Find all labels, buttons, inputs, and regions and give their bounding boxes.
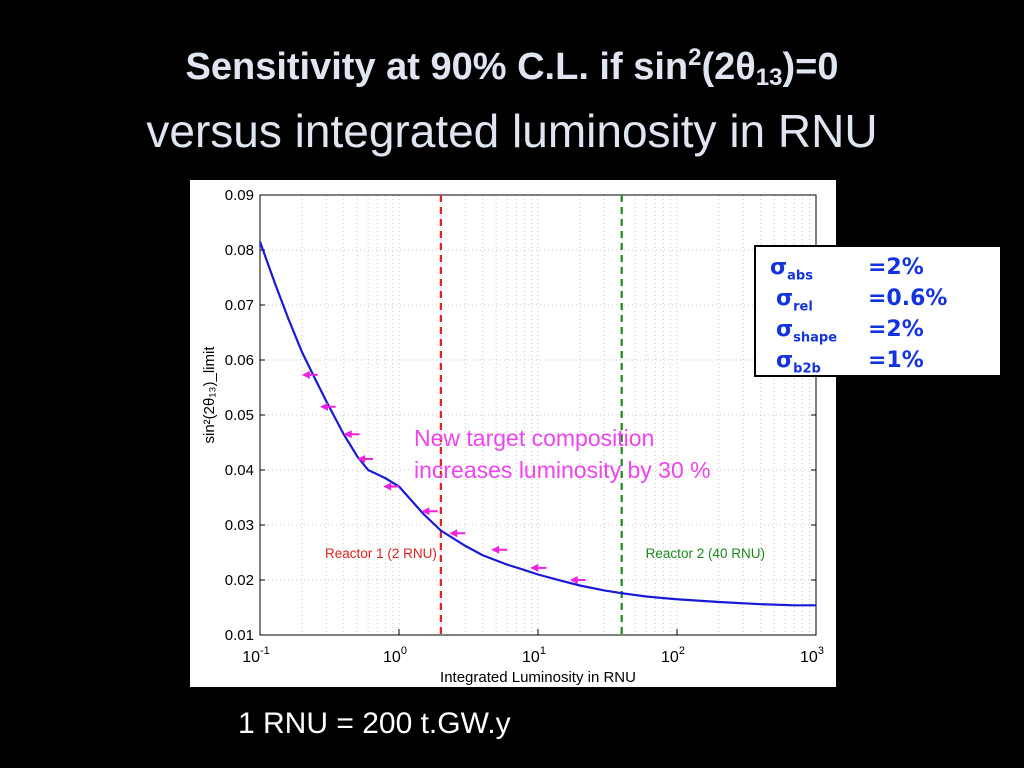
sensitivity-curve <box>258 241 816 607</box>
y-tick-label: 0.06 <box>225 352 254 369</box>
legend-value-shape: =2% <box>868 317 924 342</box>
sensitivity-chart: 0.01 0.02 0.03 0.04 0.05 0.06 0.07 0.08 0.09 10-1… <box>201 187 824 686</box>
shift-arrow-head <box>383 482 392 491</box>
shift-arrow-head <box>319 402 328 411</box>
shift-arrow-head <box>491 545 500 554</box>
chart-panel: 0.01 0.02 0.03 0.04 0.05 0.06 0.07 0.08 0.09 10-1… <box>190 180 836 687</box>
rnu-definition: 1 RNU = 200 t.GW.y <box>238 707 511 740</box>
legend-value-abs: =2% <box>868 255 924 280</box>
shift-arrow-head <box>421 507 430 516</box>
y-tick-label: 0.08 <box>225 242 254 259</box>
x-tick-label: 10-1 <box>242 645 270 666</box>
systematics-legend: σabs =2% σrel =0.6% σshape =2% σb2b =1% <box>754 245 1002 377</box>
y-tick-label: 0.05 <box>225 407 254 424</box>
x-tick-label: 101 <box>522 645 546 666</box>
shift-arrow-head <box>449 529 458 538</box>
shift-arrow-head <box>569 576 578 584</box>
slide-title: Sensitivity at 90% C.L. if sin2(2θ13)=0 <box>185 44 839 91</box>
x-tick-label: 100 <box>383 645 407 666</box>
x-tick-label: 103 <box>800 645 824 666</box>
legend-row-abs: σabs <box>770 255 813 284</box>
luminosity-annotation: increases luminosity by 30 % <box>414 457 711 483</box>
legend-value-b2b: =1% <box>868 348 924 373</box>
shift-arrow-head <box>301 370 310 379</box>
legend-value-rel: =0.6% <box>868 286 948 311</box>
shift-arrow-head <box>343 430 352 439</box>
legend-row-b2b: σb2b <box>776 348 821 377</box>
reactor1-label: Reactor 1 (2 RNU) <box>325 546 437 561</box>
y-tick-label: 0.02 <box>225 572 254 589</box>
y-tick-label: 0.03 <box>225 517 254 534</box>
y-axis-label: sin²(2θ₁₃)_limit <box>201 346 218 444</box>
y-tick-label: 0.09 <box>225 187 254 204</box>
legend-row-shape: σshape <box>776 317 838 346</box>
y-tick-label: 0.04 <box>225 462 254 479</box>
y-tick-label: 0.07 <box>225 297 254 314</box>
y-tick-label: 0.01 <box>225 627 254 644</box>
shift-arrow-head <box>357 455 366 463</box>
luminosity-annotation: New target composition <box>414 425 654 451</box>
legend-row-rel: σrel <box>776 286 813 315</box>
slide-subtitle: versus integrated luminosity in RNU <box>146 105 878 157</box>
x-tick-label: 102 <box>661 645 685 666</box>
x-axis-label: Integrated Luminosity in RNU <box>440 669 636 686</box>
reactor2-label: Reactor 2 (40 RNU) <box>646 546 765 561</box>
shift-arrow-head <box>530 563 539 572</box>
